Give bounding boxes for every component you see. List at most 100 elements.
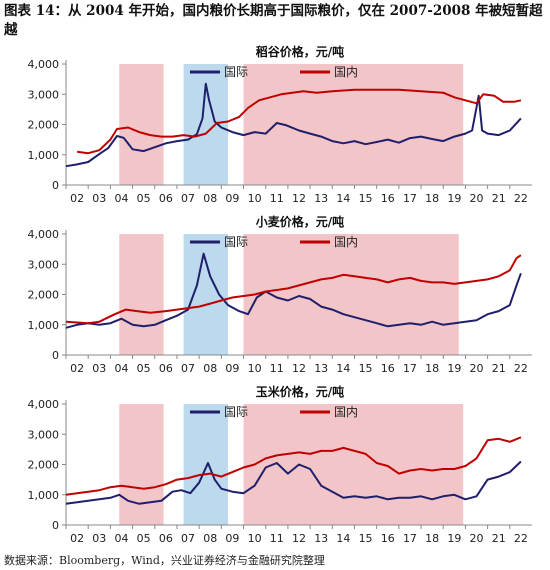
x-tick-label: 15 <box>359 362 373 375</box>
legend-label-domestic: 国内 <box>334 65 358 79</box>
x-tick-label: 08 <box>203 192 217 205</box>
x-tick-label: 06 <box>159 362 173 375</box>
intl-price-line <box>65 460 522 505</box>
y-tick-label: 2,000 <box>28 289 60 302</box>
x-tick-label: 08 <box>203 532 217 545</box>
shaded-period-3 <box>243 404 464 525</box>
x-tick-label: 06 <box>159 192 173 205</box>
intl-price-line <box>65 252 522 329</box>
x-tick-label: 12 <box>292 192 306 205</box>
rice-price-chart: 0 1,000 2,000 3,000 4,000 02 03 04 05 06 07 08 09 10 1… <box>28 44 532 205</box>
x-tick-label: 12 <box>292 362 306 375</box>
x-tick-label: 22 <box>514 362 528 375</box>
x-tick-label: 18 <box>425 532 439 545</box>
y-tick-label: 0 <box>52 519 59 532</box>
source-note: 数据来源：Bloomberg，Wind，兴业证券经济与金融研究院整理 <box>4 554 325 567</box>
y-tick-label: 3,000 <box>28 88 60 101</box>
x-tick-label: 19 <box>447 532 461 545</box>
x-tick-label: 14 <box>336 532 350 545</box>
y-tick-label: 1,000 <box>28 319 60 332</box>
x-tick-label: 04 <box>114 362 128 375</box>
x-tick-label: 09 <box>225 532 239 545</box>
x-tick-label: 18 <box>425 362 439 375</box>
x-tick-label: 07 <box>181 192 195 205</box>
x-tick-label: 12 <box>292 532 306 545</box>
figure-title: 图表 14：从 2004 年开始，国内粮价长期高于国际粮价，仅在 2007-20… <box>4 3 543 38</box>
chart-title: 玉米价格，元/吨 <box>256 384 344 399</box>
y-tick-label: 4,000 <box>28 398 60 411</box>
shaded-period-3 <box>243 234 459 355</box>
x-tick-label: 02 <box>70 362 84 375</box>
x-tick-label: 13 <box>314 532 328 545</box>
x-tick-label: 07 <box>181 362 195 375</box>
x-tick-label: 17 <box>403 532 417 545</box>
x-tick-label: 22 <box>514 532 528 545</box>
x-tick-label: 18 <box>425 192 439 205</box>
x-tick-label: 10 <box>248 192 262 205</box>
y-tick-label: 0 <box>52 349 59 362</box>
x-tick-label: 11 <box>270 362 284 375</box>
x-tick-label: 14 <box>336 362 350 375</box>
x-tick-label: 13 <box>314 192 328 205</box>
x-tick-label: 10 <box>248 362 262 375</box>
x-tick-label: 14 <box>336 192 350 205</box>
legend-label-intl: 国际 <box>224 405 248 419</box>
y-tick-label: 4,000 <box>28 58 60 71</box>
chart-title: 小麦价格，元/吨 <box>256 214 344 229</box>
x-tick-label: 17 <box>403 192 417 205</box>
x-tick-label: 09 <box>225 362 239 375</box>
domestic-price-line <box>76 88 522 155</box>
x-tick-label: 04 <box>114 192 128 205</box>
domestic-price-line <box>65 436 522 496</box>
x-tick-label: 07 <box>181 532 195 545</box>
x-tick-label: 15 <box>359 192 373 205</box>
chart-title: 稻谷价格，元/吨 <box>256 44 344 59</box>
intl-price-line <box>65 82 522 168</box>
domestic-price-line <box>65 254 522 325</box>
x-tick-label: 21 <box>492 192 506 205</box>
y-tick-label: 1,000 <box>28 149 60 162</box>
x-tick-label: 19 <box>447 362 461 375</box>
shaded-period-2 <box>183 64 228 185</box>
wheat-price-chart: 0 1,000 2,000 3,000 4,000 02 03 04 05 06 07 08 09 10 1… <box>28 214 532 375</box>
x-tick-label: 20 <box>470 192 484 205</box>
legend-label-intl: 国际 <box>224 65 248 79</box>
x-tick-label: 09 <box>225 192 239 205</box>
y-tick-label: 0 <box>52 179 59 192</box>
x-tick-label: 20 <box>470 362 484 375</box>
rice-price-panel: 0 1,000 2,000 3,000 4,000 02 03 04 05 06 07 08 09 10 1… <box>0 42 550 210</box>
x-tick-label: 03 <box>92 362 106 375</box>
x-tick-label: 11 <box>270 532 284 545</box>
x-tick-label: 03 <box>92 532 106 545</box>
x-tick-label: 15 <box>359 532 373 545</box>
corn-price-chart: 0 1,000 2,000 3,000 4,000 02 03 04 05 06 07 08 09 10 1… <box>28 384 532 545</box>
x-tick-label: 17 <box>403 362 417 375</box>
y-tick-label: 2,000 <box>28 459 60 472</box>
y-tick-label: 4,000 <box>28 228 60 241</box>
x-tick-label: 19 <box>447 192 461 205</box>
shaded-period-1 <box>119 234 164 355</box>
x-tick-label: 05 <box>137 532 151 545</box>
y-tick-label: 3,000 <box>28 428 60 441</box>
corn-price-panel: 0 1,000 2,000 3,000 4,000 02 03 04 05 06 07 08 09 10 1… <box>0 382 550 550</box>
x-tick-label: 05 <box>137 362 151 375</box>
y-tick-label: 3,000 <box>28 258 60 271</box>
x-tick-label: 06 <box>159 532 173 545</box>
x-tick-label: 10 <box>248 532 262 545</box>
x-tick-label: 16 <box>381 192 395 205</box>
x-tick-label: 08 <box>203 362 217 375</box>
x-tick-label: 03 <box>92 192 106 205</box>
y-tick-label: 1,000 <box>28 489 60 502</box>
shaded-period-2 <box>183 234 228 355</box>
x-tick-label: 04 <box>114 532 128 545</box>
shaded-period-1 <box>119 64 164 185</box>
x-tick-label: 21 <box>492 362 506 375</box>
legend-label-intl: 国际 <box>224 235 248 249</box>
x-tick-label: 21 <box>492 532 506 545</box>
x-tick-label: 05 <box>137 192 151 205</box>
shaded-period-2 <box>183 404 228 525</box>
shaded-period-1 <box>119 404 164 525</box>
wheat-price-panel: 0 1,000 2,000 3,000 4,000 02 03 04 05 06 07 08 09 10 1… <box>0 212 550 380</box>
x-tick-label: 20 <box>470 532 484 545</box>
x-tick-label: 02 <box>70 192 84 205</box>
